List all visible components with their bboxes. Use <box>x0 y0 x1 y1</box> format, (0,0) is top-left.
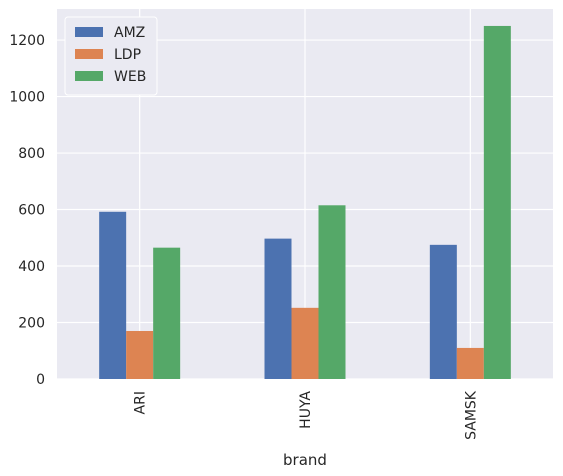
x-tick-label: SAMSK <box>463 390 479 440</box>
y-tick-label: 200 <box>18 316 45 332</box>
x-axis-title: brand <box>283 451 327 469</box>
legend-label-amz: AMZ <box>114 25 145 41</box>
legend-swatch-ldp <box>75 49 103 59</box>
bar-amz-huya <box>264 238 292 379</box>
bar-ldp-huya <box>291 307 319 379</box>
bar-ldp-samsk <box>456 347 484 379</box>
y-tick-label: 800 <box>18 146 45 162</box>
bar-web-ari <box>153 247 181 379</box>
bar-web-samsk <box>483 25 511 380</box>
legend: AMZ LDP WEB <box>64 16 158 96</box>
y-tick-label: 1000 <box>9 90 45 106</box>
y-tick-label: 600 <box>18 203 45 219</box>
legend-label-ldp: LDP <box>114 47 141 63</box>
x-axis-ticks: ARI HUYA SAMSK <box>133 390 480 440</box>
y-tick-label: 1200 <box>9 33 45 49</box>
y-axis-ticks: 0 200 400 600 800 1000 1200 <box>9 33 45 388</box>
x-tick-label: HUYA <box>298 391 314 429</box>
bar-web-huya <box>318 205 346 379</box>
legend-swatch-amz <box>75 27 103 37</box>
x-tick-label: ARI <box>133 391 149 414</box>
y-tick-label: 0 <box>36 372 45 388</box>
bars <box>99 25 511 380</box>
y-tick-label: 400 <box>18 259 45 275</box>
bar-amz-ari <box>99 211 127 379</box>
bar-ldp-ari <box>126 330 154 379</box>
bar-amz-samsk <box>429 244 457 379</box>
legend-label-web: WEB <box>114 69 146 85</box>
legend-swatch-web <box>75 71 103 81</box>
